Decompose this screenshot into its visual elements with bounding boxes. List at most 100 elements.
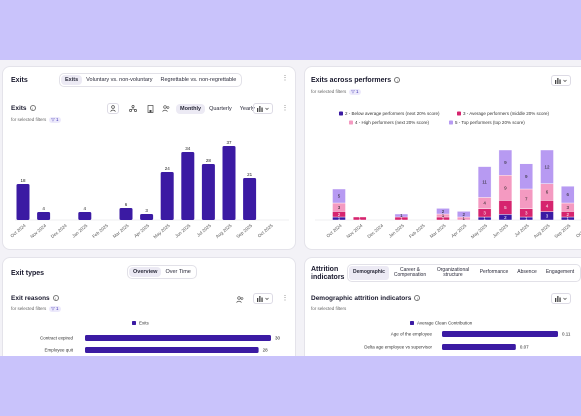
exit-reasons-chart: Exits Contract expired 30 Employee quit 28 <box>40 321 281 353</box>
data-label: 30 <box>275 335 281 340</box>
card-title: Exit types <box>11 270 45 277</box>
dashboard-page: Exits Exits Voluntary vs. non-voluntary … <box>0 60 581 356</box>
data-label: 3 <box>145 208 148 213</box>
attrition-tabs: Demographic Career & Compensation Organi… <box>347 264 581 282</box>
card-title: Exits <box>11 77 28 84</box>
data-label: 18 <box>20 178 26 183</box>
data-label: 2 <box>442 209 445 214</box>
info-icon[interactable]: i <box>29 105 36 112</box>
legend-label: 5 - Top performers (top 20% score) <box>455 120 525 125</box>
people-icon[interactable] <box>234 294 246 305</box>
tab-absence[interactable]: Absence <box>517 269 537 276</box>
x-tick-label: Aug 2025 <box>215 223 233 240</box>
chart-more-icon[interactable]: ⋮ <box>281 295 289 302</box>
data-label: 11 <box>482 180 487 185</box>
data-label: 1 <box>567 216 570 221</box>
tab-performance[interactable]: Performance <box>479 269 509 276</box>
data-label: 0.07 <box>520 344 529 349</box>
data-label: 6 <box>125 202 128 207</box>
data-label: 4 <box>546 204 549 209</box>
data-label: 1 <box>525 216 528 221</box>
stacked-bar-segment <box>498 149 513 176</box>
data-label: 37 <box>226 140 232 145</box>
tab-overview[interactable]: Overview <box>129 267 162 277</box>
x-tick-label: Dec 2024 <box>50 223 68 240</box>
people-icon[interactable] <box>160 103 172 114</box>
period-monthly[interactable]: Monthly <box>176 104 206 114</box>
bar-chart-icon[interactable] <box>551 75 571 86</box>
tab-organizational-structure[interactable]: Organizational structure <box>436 266 470 278</box>
filter-badge[interactable]: ▽ 1 <box>49 306 61 312</box>
stacked-bar-segment <box>457 211 471 218</box>
exit-types-tabs: Overview Over Time <box>127 265 197 279</box>
data-label: 7 <box>525 196 528 201</box>
data-label: 1 <box>463 216 466 221</box>
data-label: 4 <box>84 206 87 211</box>
filter-badge[interactable]: ▽ 1 <box>349 89 361 95</box>
tab-demographic[interactable]: Demographic <box>349 266 389 280</box>
filter-text: for selected filters <box>311 306 347 311</box>
bar-chart-icon[interactable] <box>253 103 273 114</box>
data-label: 4 <box>42 206 45 211</box>
segment-regrettable[interactable]: Regrettable vs. non-regrettable <box>160 77 237 83</box>
data-label: 24 <box>165 166 171 171</box>
period-yearly[interactable]: Yearly <box>239 106 255 112</box>
data-label: 3 <box>525 210 528 215</box>
segment-exits[interactable]: Exits <box>61 75 83 85</box>
x-tick-label: May 2025 <box>152 223 171 240</box>
demographic-chart: Average Clean Contribution Age of the emp… <box>364 321 571 350</box>
bar <box>140 214 154 220</box>
bar <box>85 335 271 341</box>
info-icon[interactable]: i <box>52 295 59 302</box>
info-icon[interactable]: i <box>394 77 401 84</box>
period-quarterly[interactable]: Quarterly <box>209 106 232 112</box>
x-tick-label: Sep 2025 <box>235 223 253 240</box>
y-tick-label: Contract expired <box>40 335 74 340</box>
data-label: 34 <box>185 146 191 151</box>
y-tick-label: Delta age employee vs supervisor <box>364 344 432 349</box>
bar <box>201 164 215 220</box>
bar <box>160 172 174 220</box>
bar <box>78 212 92 220</box>
bar-chart-icon[interactable] <box>551 293 571 304</box>
bar <box>16 184 30 220</box>
data-label: 2 <box>463 212 466 217</box>
x-tick-label: Dec 2024 <box>366 223 384 240</box>
x-tick-label: Nov 2024 <box>345 223 363 240</box>
data-label: 0.11 <box>562 331 571 336</box>
hierarchy-icon[interactable] <box>127 103 139 114</box>
stacked-bar-segment <box>540 149 554 184</box>
org-chart-icon[interactable] <box>107 103 119 114</box>
exits-mode-selector: Exits Voluntary vs. non-voluntary Regret… <box>59 73 243 87</box>
more-icon[interactable]: ⋮ <box>281 75 289 82</box>
bar-chart-icon[interactable] <box>253 293 273 304</box>
x-tick-label: Apr 2025 <box>450 223 468 239</box>
chart-more-icon[interactable]: ⋮ <box>281 105 289 112</box>
data-label: 21 <box>247 172 253 177</box>
data-label: 2 <box>567 212 570 217</box>
tab-engagement[interactable]: Engagement <box>545 269 575 276</box>
filter-text: for selected filters ▽ 1 <box>311 89 361 95</box>
x-tick-label: Feb 2025 <box>408 223 426 239</box>
info-icon[interactable]: i <box>414 295 421 302</box>
data-label: 1 <box>400 216 403 221</box>
x-tick-label: Oct 2024 <box>9 223 27 239</box>
data-label: 3 <box>483 210 486 215</box>
card-title: Attrition indicators <box>311 266 345 281</box>
legend-label: Exits <box>139 321 150 326</box>
x-tick-label: Jan 2025 <box>388 223 406 239</box>
chart-subtitle: Demographic attrition indicators i <box>311 295 421 302</box>
building-icon[interactable] <box>144 103 156 114</box>
data-label: 12 <box>544 164 550 169</box>
legend-label: 3 - Average performers (middle 20% score… <box>463 111 549 116</box>
segment-voluntary[interactable]: Voluntary vs. non-voluntary <box>86 77 153 83</box>
filter-badge[interactable]: ▽ 1 <box>49 117 61 123</box>
data-label: 1 <box>483 216 486 221</box>
chart-subtitle: Exit reasons i <box>11 295 59 302</box>
tab-over-time[interactable]: Over Time <box>165 269 191 275</box>
tab-career-compensation[interactable]: Career & Compensation <box>393 266 427 278</box>
exits-chart: 18 Oct 2024 4 Nov 2024 Dec 2024 4 Jan 2025 Feb … <box>9 140 289 240</box>
legend-label: 4 - High performers (next 20% score) <box>355 120 430 125</box>
card-title: Exits across performers i <box>311 77 401 84</box>
legend-swatch <box>449 120 453 125</box>
